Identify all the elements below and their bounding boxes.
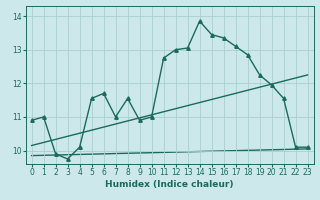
X-axis label: Humidex (Indice chaleur): Humidex (Indice chaleur) bbox=[105, 180, 234, 189]
